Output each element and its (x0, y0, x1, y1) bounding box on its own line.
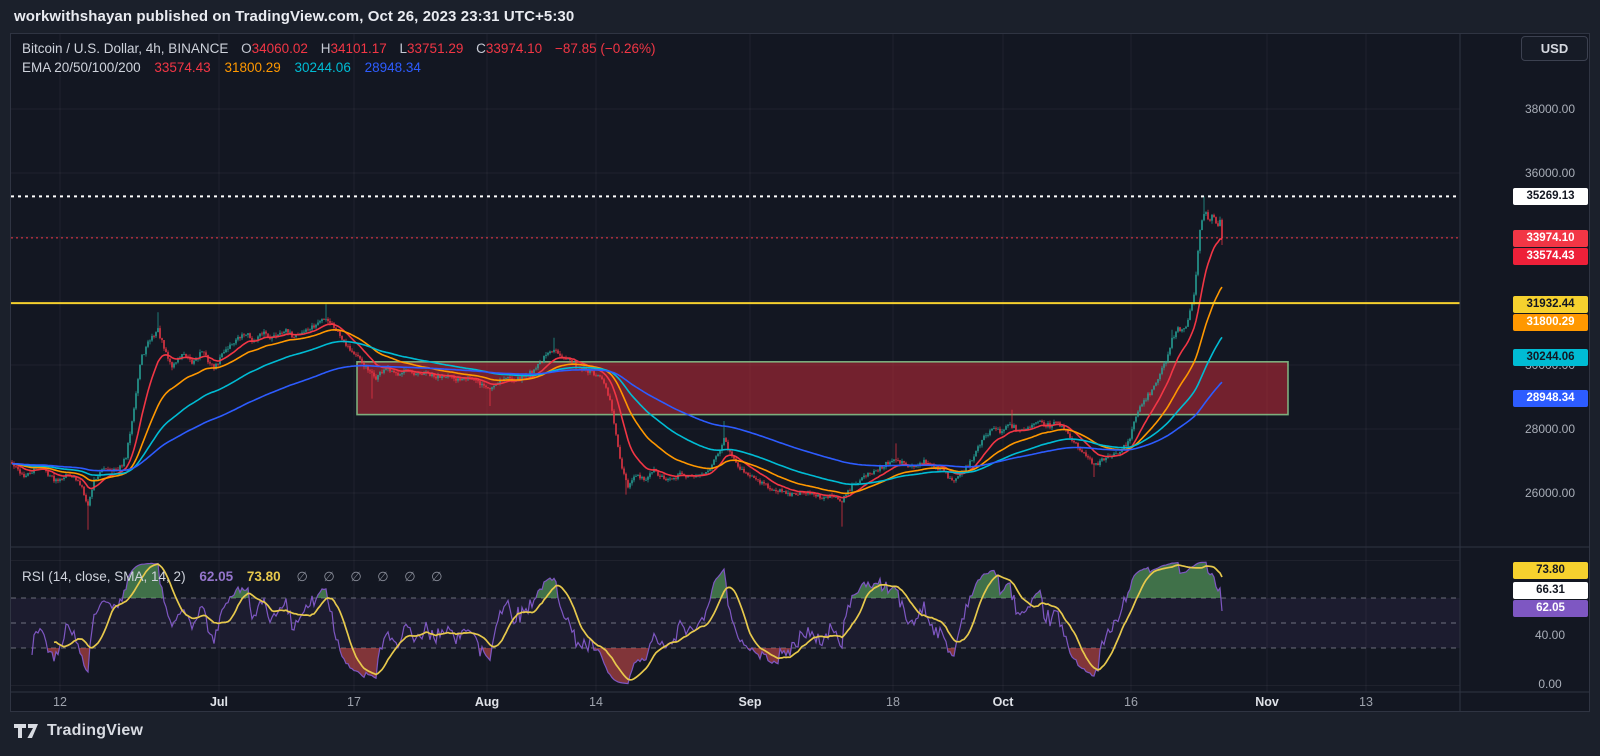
brand-name: TradingView (47, 722, 144, 739)
open-label: O (241, 41, 252, 56)
symbol-title: Bitcoin / U.S. Dollar, 4h, BINANCE (22, 41, 229, 56)
high-label: H (320, 41, 331, 56)
supply-zone (356, 360, 1289, 416)
symbol-legend-row[interactable]: Bitcoin / U.S. Dollar, 4h, BINANCE O3406… (22, 41, 656, 56)
brand-footer[interactable]: TradingView (14, 722, 143, 740)
rsi-value: 62.05 (199, 569, 234, 584)
low-value: 33751.29 (407, 41, 464, 56)
tradingview-logo-icon (14, 724, 38, 738)
ema-legend-row[interactable]: EMA 20/50/100/200 33574.43 31800.29 3024… (22, 60, 421, 75)
ema-label: EMA 20/50/100/200 (22, 60, 141, 75)
currency-toggle-button[interactable]: USD (1521, 36, 1588, 61)
rsi-line (31, 561, 1223, 685)
publish-attribution: workwithshayan published on TradingView.… (14, 8, 575, 25)
ema-line-200 (11, 364, 1223, 472)
pane-separators (10, 33, 1589, 712)
horizontal-level-lines (11, 195, 1460, 305)
ema-lines (11, 238, 1223, 499)
ema-line-100 (11, 336, 1223, 486)
rsi-lines (31, 561, 1223, 685)
change-value: −87.85 (−0.26%) (554, 41, 656, 56)
ema100-value: 30244.06 (294, 60, 351, 75)
high-value: 34101.17 (330, 41, 387, 56)
close-label: C (476, 41, 486, 56)
ema20-value: 33574.43 (154, 60, 211, 75)
rsi-band (11, 598, 1460, 648)
rsi-ma-line (53, 563, 1223, 681)
low-label: L (399, 41, 408, 56)
ema-line-50 (11, 286, 1223, 495)
rsi-label: RSI (14, close, SMA, 14, 2) (22, 569, 186, 584)
open-value: 34060.02 (251, 41, 308, 56)
rsi-ma-value: 73.80 (246, 569, 281, 584)
ema200-value: 28948.34 (364, 60, 421, 75)
rsi-legend-row[interactable]: RSI (14, close, SMA, 14, 2) 62.05 73.80 … (22, 569, 448, 585)
close-value: 33974.10 (485, 41, 543, 56)
ema50-value: 31800.29 (224, 60, 281, 75)
rsi-hidden-plots: ∅ ∅ ∅ ∅ ∅ ∅ (296, 569, 449, 584)
ema-line-20 (11, 238, 1223, 499)
